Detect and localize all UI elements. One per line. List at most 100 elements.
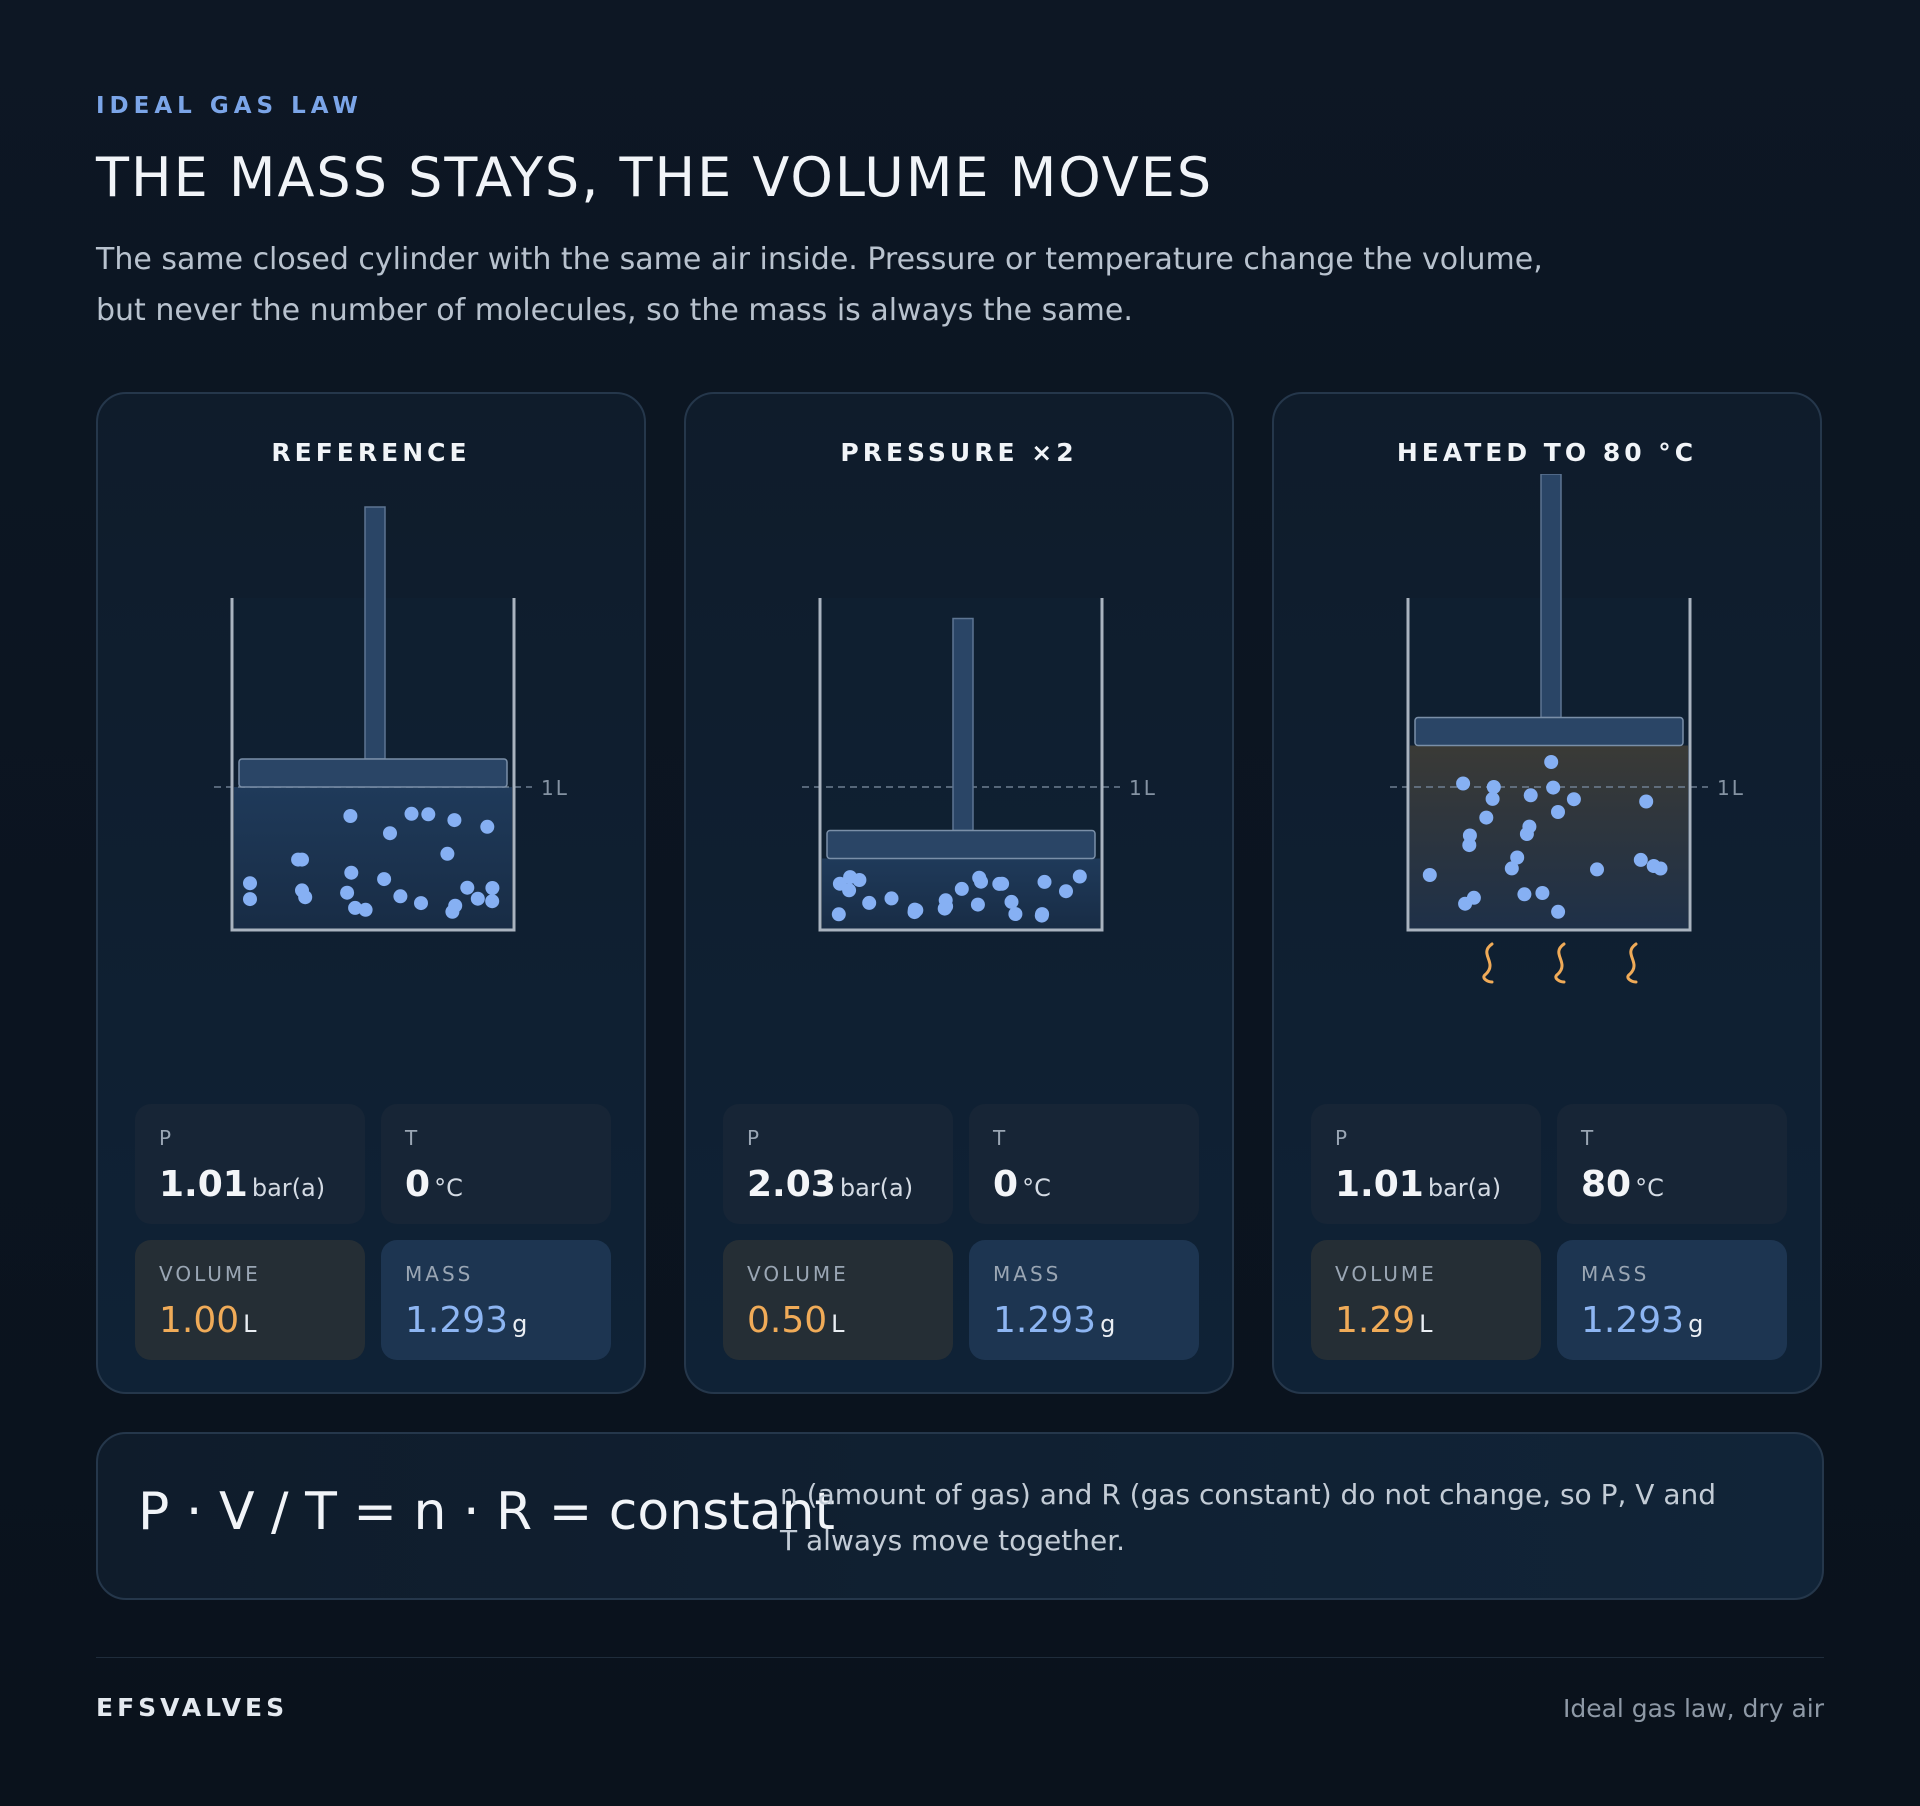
temperature-stat: T 0 °C [381,1104,611,1224]
molecule [295,883,309,898]
piston-head [238,758,508,788]
reference-label: 1L [541,776,569,800]
molecule [842,883,857,898]
mass-value: 1.293 [993,1300,1097,1341]
molecule [1004,894,1019,909]
mass-unit: g [1100,1310,1116,1338]
pressure-unit: bar(a) [1427,1174,1502,1202]
molecule [340,885,355,900]
footer-note: Ideal gas law, dry air [1562,1694,1824,1723]
pressure-unit: bar(a) [839,1174,914,1202]
volume-label: VOLUME [747,1262,849,1286]
page-title: THE MASS STAYS, THE VOLUME MOVES [96,146,1214,209]
mass-value: 1.293 [1581,1300,1685,1341]
pressure-stat: P 1.01 bar(a) [1311,1104,1541,1224]
mass-value: 1.293 [405,1300,509,1341]
molecule [440,846,455,861]
temperature-unit: °C [434,1174,463,1202]
molecule [485,894,500,909]
piston-head [1414,716,1684,747]
mass-unit: g [512,1310,528,1338]
molecule [243,876,257,891]
molecule [954,881,969,896]
cylinder-diagram: 1L [1390,474,1745,984]
molecule [1551,904,1566,919]
reference-label: 1L [1717,776,1745,800]
molecule [480,819,495,834]
mass-label: MASS [405,1262,474,1286]
molecule [852,873,867,887]
molecule [1037,874,1052,889]
card-title: PRESSURE ×2 [840,438,1078,467]
molecule [243,892,257,907]
molecule [393,889,408,904]
molecule [295,852,309,867]
gas-region [1410,745,1688,930]
molecule [1590,862,1604,877]
molecule [970,897,985,912]
mass-stat: MASS 1.293 g [1557,1240,1787,1360]
volume-unit: L [243,1310,257,1338]
gas-region [234,787,512,930]
molecule [1551,805,1565,819]
volume-value: 1.00 [159,1300,240,1341]
pressure-label: P [747,1126,763,1150]
volume-stat: VOLUME 0.50 L [723,1240,953,1360]
molecule [1479,810,1494,825]
card-title: HEATED TO 80 °C [1396,438,1698,467]
piston-rod [1540,474,1562,719]
molecule [421,807,436,822]
molecule [1008,907,1023,921]
pressure-value: 1.01 [159,1164,248,1205]
piston-head [826,829,1096,860]
molecule [1639,794,1654,809]
cylinder-wall [818,598,1104,932]
molecule [1566,792,1581,807]
mass-label: MASS [993,1262,1062,1286]
temperature-value: 80 [1581,1164,1632,1205]
mass-label: MASS [1581,1262,1650,1286]
molecule [343,809,358,823]
molecule [831,907,846,922]
cylinder-diagram: 1L [214,506,569,932]
heat-icon [1554,942,1566,984]
molecule [348,900,363,915]
card-pressure: PRESSURE ×2 1L P 2.03 bar(a) T 0 °C VOLUME… [684,392,1234,1394]
temperature-value: 0 [993,1164,1019,1205]
formula-note: n (amount of gas) and R (gas constant) d… [780,1478,1717,1557]
molecule [1422,868,1437,882]
cylinder-wall [1406,598,1692,932]
molecule [1035,907,1050,922]
temperature-value: 0 [405,1164,431,1205]
molecule [992,876,1007,891]
pressure-unit: bar(a) [251,1174,326,1202]
molecule [1462,828,1477,843]
temperature-label: T [1581,1126,1597,1150]
volume-unit: L [831,1310,845,1338]
molecule [448,898,463,913]
molecule [1535,886,1550,900]
molecule [447,813,462,828]
molecule [485,881,500,895]
molecule [1633,852,1648,867]
pressure-stat: P 2.03 bar(a) [723,1104,953,1224]
molecule [1522,819,1537,834]
molecule [1523,788,1538,803]
molecule [383,826,397,841]
page-subtitle: The same closed cylinder with the same a… [96,242,1543,328]
card-heated: HEATED TO 80 °C 1L P 1.01 bar(a) T 80 °C V… [1272,392,1822,1394]
molecule [1544,755,1559,769]
molecule [862,895,877,910]
pressure-value: 2.03 [747,1164,836,1205]
formula-panel: P · V / T = n · R = constant n (amount o… [96,1432,1824,1600]
molecule [470,891,485,906]
molecule [1546,780,1561,795]
molecule [344,865,359,880]
cylinder-diagram: 1L [802,598,1155,932]
pressure-value: 1.01 [1335,1164,1424,1205]
heat-icon [1482,942,1494,984]
molecule [377,872,392,887]
volume-stat: VOLUME 1.29 L [1311,1240,1541,1360]
molecule [1072,869,1087,884]
pressure-label: P [159,1126,175,1150]
